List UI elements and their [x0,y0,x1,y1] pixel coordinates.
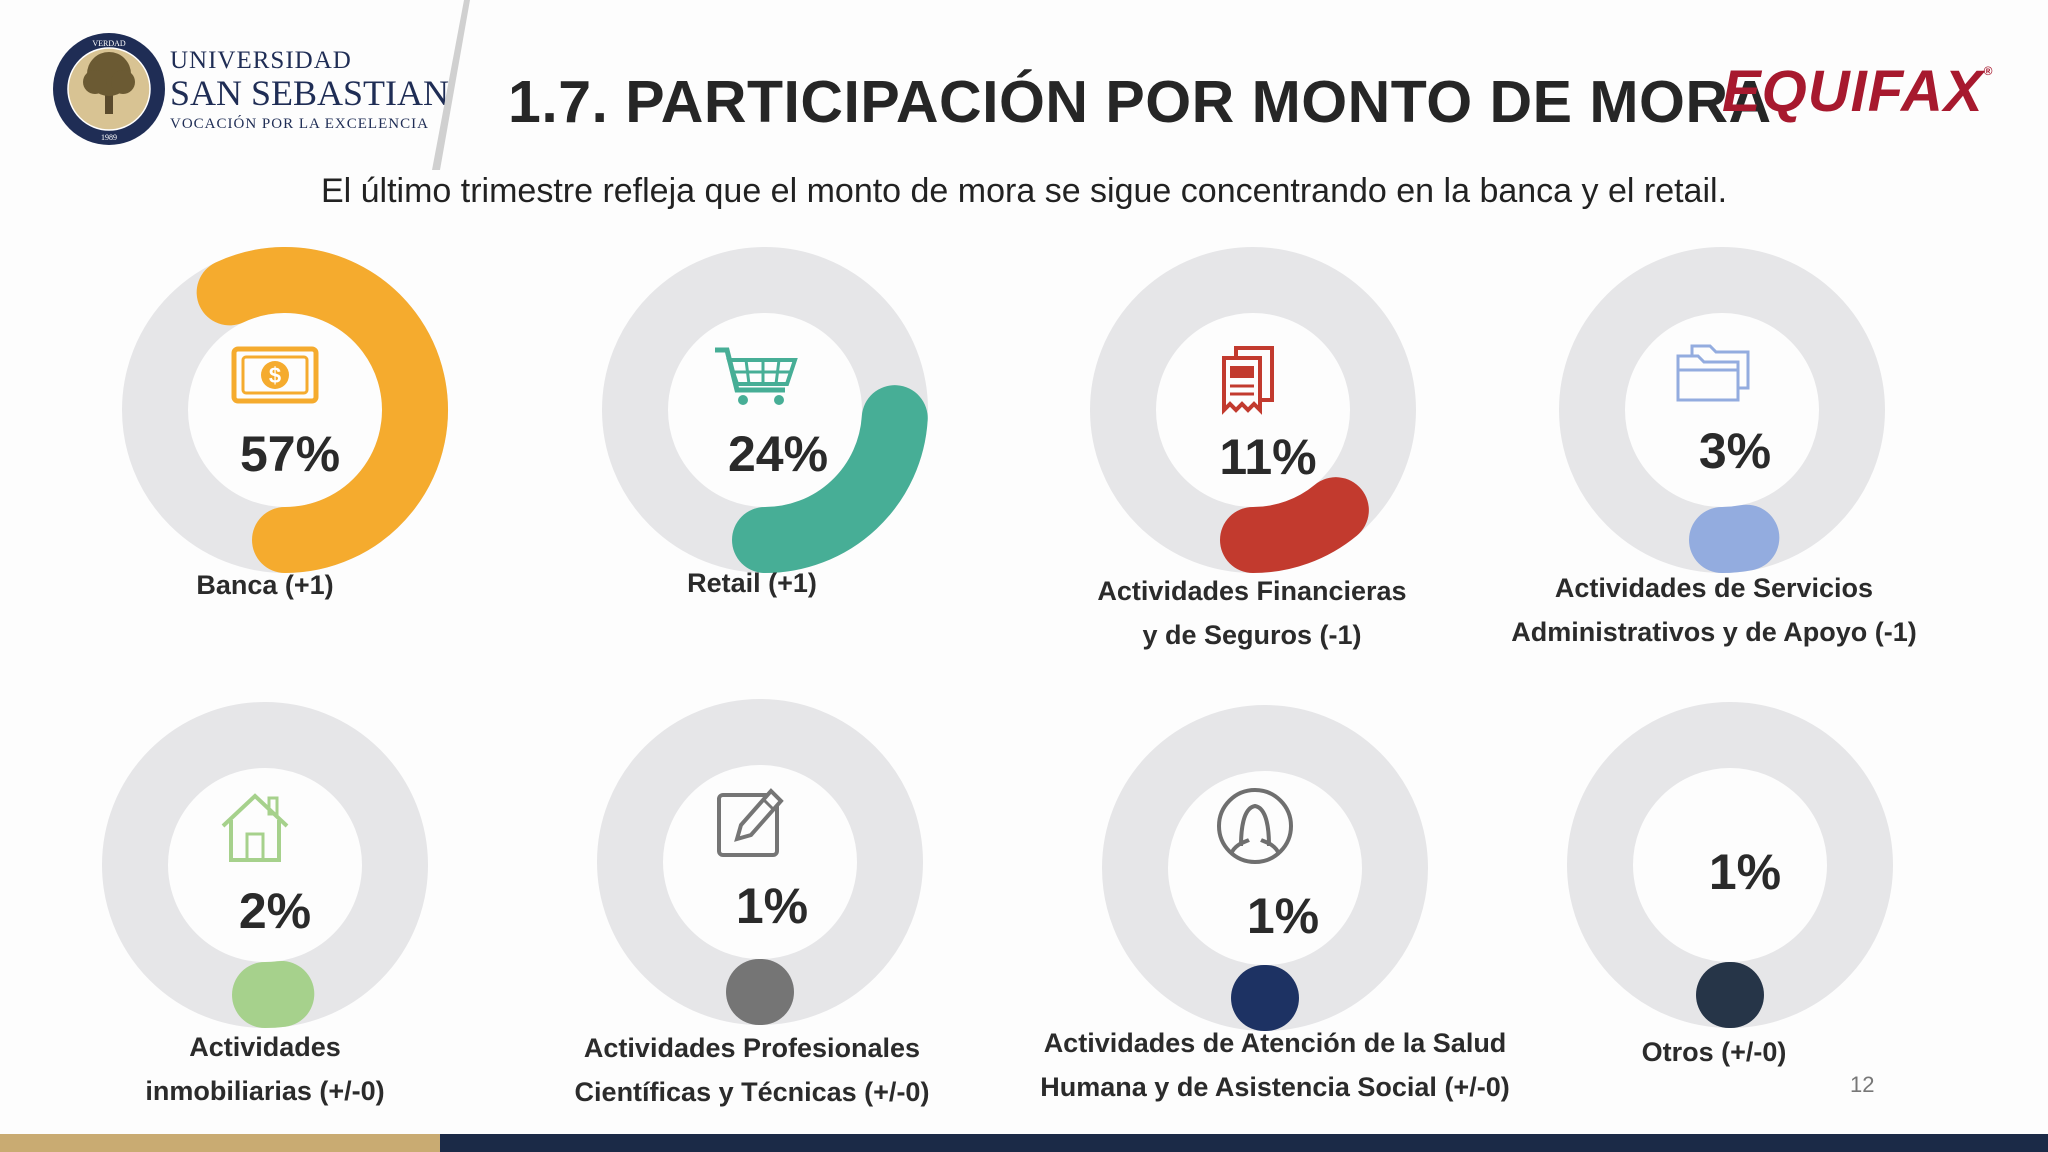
percent-retail: 24% [727,426,829,482]
donut-arc-banca [196,247,448,573]
label-salud-line2: Humana y de Asistencia Social (+/-0) [1040,1072,1510,1102]
donut-track-profesionales [597,699,923,1025]
svg-text:$: $ [269,363,281,388]
university-seal-logo: VERDAD 1989 [53,33,165,145]
label-profesionales: Actividades Profesionales Científicas y T… [452,1026,1052,1114]
donut-arc-inmobiliarias [232,960,315,1028]
svg-text:VERDAD: VERDAD [92,39,126,48]
university-name: UNIVERSIDAD SAN SEBASTIAN VOCACIÓN POR L… [170,48,449,132]
header-divider [432,0,470,170]
label-salud: Actividades de Atención de la Salud Human… [975,1021,1575,1109]
university-line1: UNIVERSIDAD [170,47,352,74]
house-icon [221,793,289,862]
footer-bar-gold [0,1134,448,1152]
label-financieras-line2: y de Seguros (-1) [1142,620,1362,650]
label-inmobiliarias-line1: Actividades [189,1032,341,1062]
svg-text:1989: 1989 [101,133,117,142]
donut-arc-retail [732,385,928,573]
donut-financieras [1090,247,1416,573]
percent-inmobiliarias: 2% [238,883,312,939]
equifax-logo: EQUIFAX® [1722,58,1993,125]
university-line2: SAN SEBASTIAN [170,73,450,113]
label-banca-line1: Banca (+1) [196,570,334,600]
label-banca: Banca (+1) [0,563,565,607]
person-icon [1217,788,1293,864]
label-profesionales-line1: Actividades Profesionales [583,1033,921,1063]
label-salud-line1: Actividades de Atención de la Salud [1043,1028,1507,1058]
folders-icon [1676,344,1750,402]
label-financieras-line1: Actividades Financieras [1097,576,1407,606]
donut-arc-financieras [1220,477,1369,573]
label-administrativos-line1: Actividades de Servicios [1554,573,1874,603]
registered-mark: ® [1983,64,1994,78]
shopping-cart-icon [715,347,798,405]
label-administrativos-line2: Administrativos y de Apoyo (-1) [1511,617,1917,647]
donut-administrativos [1559,247,1885,573]
label-otros: Otros (+/-0) [1414,1030,2014,1074]
percent-banca: 57% [239,426,341,482]
donut-salud [1102,705,1428,1031]
edit-pencil-icon [717,788,784,857]
label-financieras: Actividades Financieras y de Seguros (-1) [952,569,1552,657]
donut-banca [122,247,448,573]
donut-inmobiliarias [102,702,428,1028]
label-inmobiliarias: Actividades inmobiliarias (+/-0) [0,1025,565,1113]
percent-administrativos: 3% [1698,423,1772,479]
page-number: 12 [1850,1072,1875,1097]
university-tagline: VOCACIÓN POR LA EXCELENCIA [170,116,429,132]
donut-arc-administrativos [1689,504,1780,573]
donut-track-salud [1102,705,1428,1031]
donut-otros [1567,702,1893,1028]
percent-profesionales: 1% [735,878,809,934]
label-retail: Retail (+1) [452,561,1052,605]
label-administrativos: Actividades de Servicios Administrativos … [1414,566,2014,654]
donut-profesionales [597,699,923,1025]
label-retail-line1: Retail (+1) [687,568,817,598]
brand-name: EQUIFAX [1722,59,1984,124]
donut-retail [602,247,928,573]
donut-track-administrativos [1559,247,1885,573]
label-profesionales-line2: Científicas y Técnicas (+/-0) [574,1077,930,1107]
slide-subtitle: El último trimestre refleja que el monto… [320,172,1728,210]
money-bill-icon: $ [231,346,319,404]
percent-salud: 1% [1246,888,1320,944]
page-title: 1.7. PARTICIPACIÓN POR MONTO DE MORA [508,69,1772,135]
label-otros-line1: Otros (+/-0) [1641,1037,1787,1067]
footer-bar-navy [440,1134,2048,1152]
percent-otros: 1% [1708,844,1782,900]
receipt-icon [1222,346,1274,415]
percent-financieras: 11% [1219,429,1317,485]
label-inmobiliarias-line2: inmobiliarias (+/-0) [145,1076,385,1106]
